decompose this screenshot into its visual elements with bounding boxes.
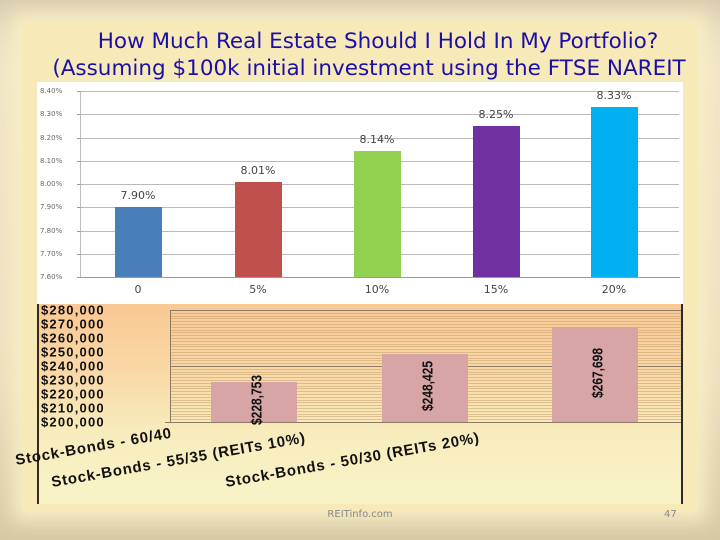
bar (115, 207, 162, 277)
x-axis-category-label: 10% (364, 283, 390, 296)
x-axis-category-label: 15% (483, 283, 509, 296)
footer-source: REITinfo.com (327, 509, 393, 520)
bar-value-label: 8.14% (359, 133, 395, 147)
y-axis-tick (77, 253, 82, 255)
y-axis (170, 310, 171, 422)
y-axis-tick-label: $210,000 (41, 400, 105, 416)
y-axis-tick-label: $240,000 (41, 358, 105, 374)
bar-value-label: $228,753 (248, 374, 266, 425)
gridline (77, 114, 679, 116)
y-axis-tick (77, 184, 82, 185)
y-axis-tick (77, 277, 82, 278)
bar-value-label: 8.25% (478, 107, 514, 121)
title-line-1: How Much Real Estate Should I Hold In My… (97, 29, 659, 54)
gridline (170, 352, 681, 353)
title-line-2: (Assuming $100k initial investment using… (52, 56, 686, 81)
y-axis-tick (77, 114, 82, 116)
gridline (170, 338, 681, 339)
x-axis (80, 277, 680, 278)
x-axis (165, 422, 681, 423)
gridline (170, 346, 681, 348)
gridline (170, 310, 681, 311)
portfolio-value-chart: $280,000 $270,000 $260,000 $250,000 $240,000… (14, 302, 683, 504)
x-axis-category-label: 5% (249, 283, 267, 296)
y-axis-tick-label: 7.80% (40, 226, 63, 235)
bar (235, 181, 282, 277)
gridline (170, 343, 681, 345)
y-axis-tick-label: 8.20% (40, 133, 63, 142)
y-axis-tick (77, 160, 82, 162)
bar (211, 381, 297, 422)
y-axis-tick-label: 8.00% (40, 180, 63, 188)
bar-value-label: 8.33% (596, 89, 632, 103)
y-axis-tick-label: 7.90% (40, 203, 63, 212)
y-axis-tick-label: $280,000 (41, 302, 105, 318)
x-axis-category-label: 20% (601, 283, 627, 296)
y-axis-tick (77, 207, 82, 209)
gridline (170, 332, 681, 334)
return-by-reit-allocation-chart: 8.40% 8.30% 8.20% 8.10% 8.00% 7.90% 7.80% 7.70%… (37, 82, 683, 304)
y-axis-tick-label: 7.60% (40, 273, 63, 281)
x-axis-category-label: 0 (134, 283, 142, 296)
y-axis-tick (77, 230, 82, 232)
y-axis-tick (77, 137, 82, 139)
bar (591, 107, 638, 277)
gridline (170, 324, 681, 325)
bar-value-label: 8.01% (240, 163, 276, 177)
bar-value-label: 7.90% (120, 189, 156, 203)
gridline (170, 318, 681, 320)
gridline (170, 315, 681, 317)
gridline (77, 91, 679, 92)
bar-value-label: $267,698 (589, 347, 607, 398)
y-axis-tick-label: 8.10% (40, 156, 63, 165)
y-axis-tick-label: $250,000 (41, 344, 105, 360)
y-axis-tick-label: $200,000 (41, 414, 105, 430)
bar (382, 354, 468, 422)
gridline (170, 349, 681, 351)
y-axis-tick-label: $220,000 (41, 386, 105, 402)
y-axis-tick-label: 8.40% (40, 87, 63, 95)
gridline (170, 340, 681, 342)
y-axis-tick-label: $260,000 (41, 330, 105, 346)
y-axis-tick-label: $230,000 (41, 372, 105, 388)
gridline (170, 335, 681, 337)
gridline (170, 329, 681, 331)
gridline (170, 326, 681, 328)
bar (473, 125, 520, 277)
y-axis-tick-label: $270,000 (41, 316, 105, 332)
slide-title: How Much Real Estate Should I Hold In My… (0, 28, 720, 82)
gridline (77, 137, 679, 139)
gridline (170, 321, 681, 323)
bar-value-label: $248,425 (419, 361, 437, 412)
bar (552, 327, 638, 422)
page-number: 47 (664, 509, 677, 520)
y-axis (80, 91, 81, 277)
gridline (170, 312, 681, 314)
y-axis-tick-label: 8.30% (40, 110, 63, 119)
y-axis-tick (77, 91, 82, 92)
bar (354, 151, 401, 277)
y-axis-tick-label: 7.70% (40, 249, 63, 258)
